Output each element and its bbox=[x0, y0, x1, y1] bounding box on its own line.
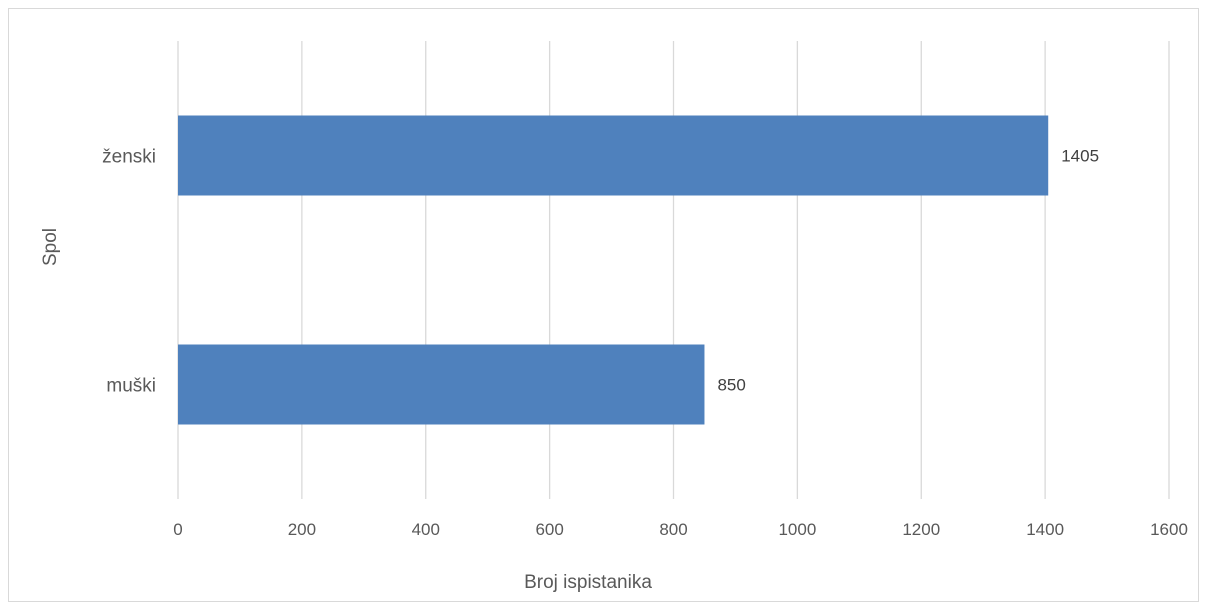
chart-frame: 0 200 400 600 800 1000 1200 1400 1600 ženski 1405 m… bbox=[8, 8, 1199, 602]
y-axis-title: Spol bbox=[40, 228, 61, 266]
category-label-zenski: ženski bbox=[102, 147, 156, 168]
x-axis-title: Broj ispistanika bbox=[524, 572, 652, 593]
x-tick-label-1400: 1400 bbox=[1026, 520, 1064, 539]
x-tick-label-600: 600 bbox=[535, 520, 563, 539]
x-tick-label-400: 400 bbox=[412, 520, 440, 539]
labels: 0 200 400 600 800 1000 1200 1400 1600 ženski 1405 m… bbox=[102, 147, 1188, 540]
bars bbox=[178, 115, 1049, 425]
x-tick-label-800: 800 bbox=[659, 520, 687, 539]
x-tick-label-1000: 1000 bbox=[778, 520, 816, 539]
data-label-zenski: 1405 bbox=[1061, 147, 1099, 166]
bar-muski bbox=[178, 344, 705, 425]
x-tick-label-200: 200 bbox=[288, 520, 316, 539]
x-tick-label-1200: 1200 bbox=[902, 520, 940, 539]
bar-chart: 0 200 400 600 800 1000 1200 1400 1600 ženski 1405 m… bbox=[40, 41, 1188, 593]
category-label-muski: muški bbox=[106, 376, 156, 397]
bar-zenski bbox=[178, 115, 1049, 196]
x-tick-label-0: 0 bbox=[173, 520, 182, 539]
x-tick-label-1600: 1600 bbox=[1150, 520, 1188, 539]
data-label-muski: 850 bbox=[717, 376, 745, 395]
gridlines bbox=[177, 41, 1170, 499]
